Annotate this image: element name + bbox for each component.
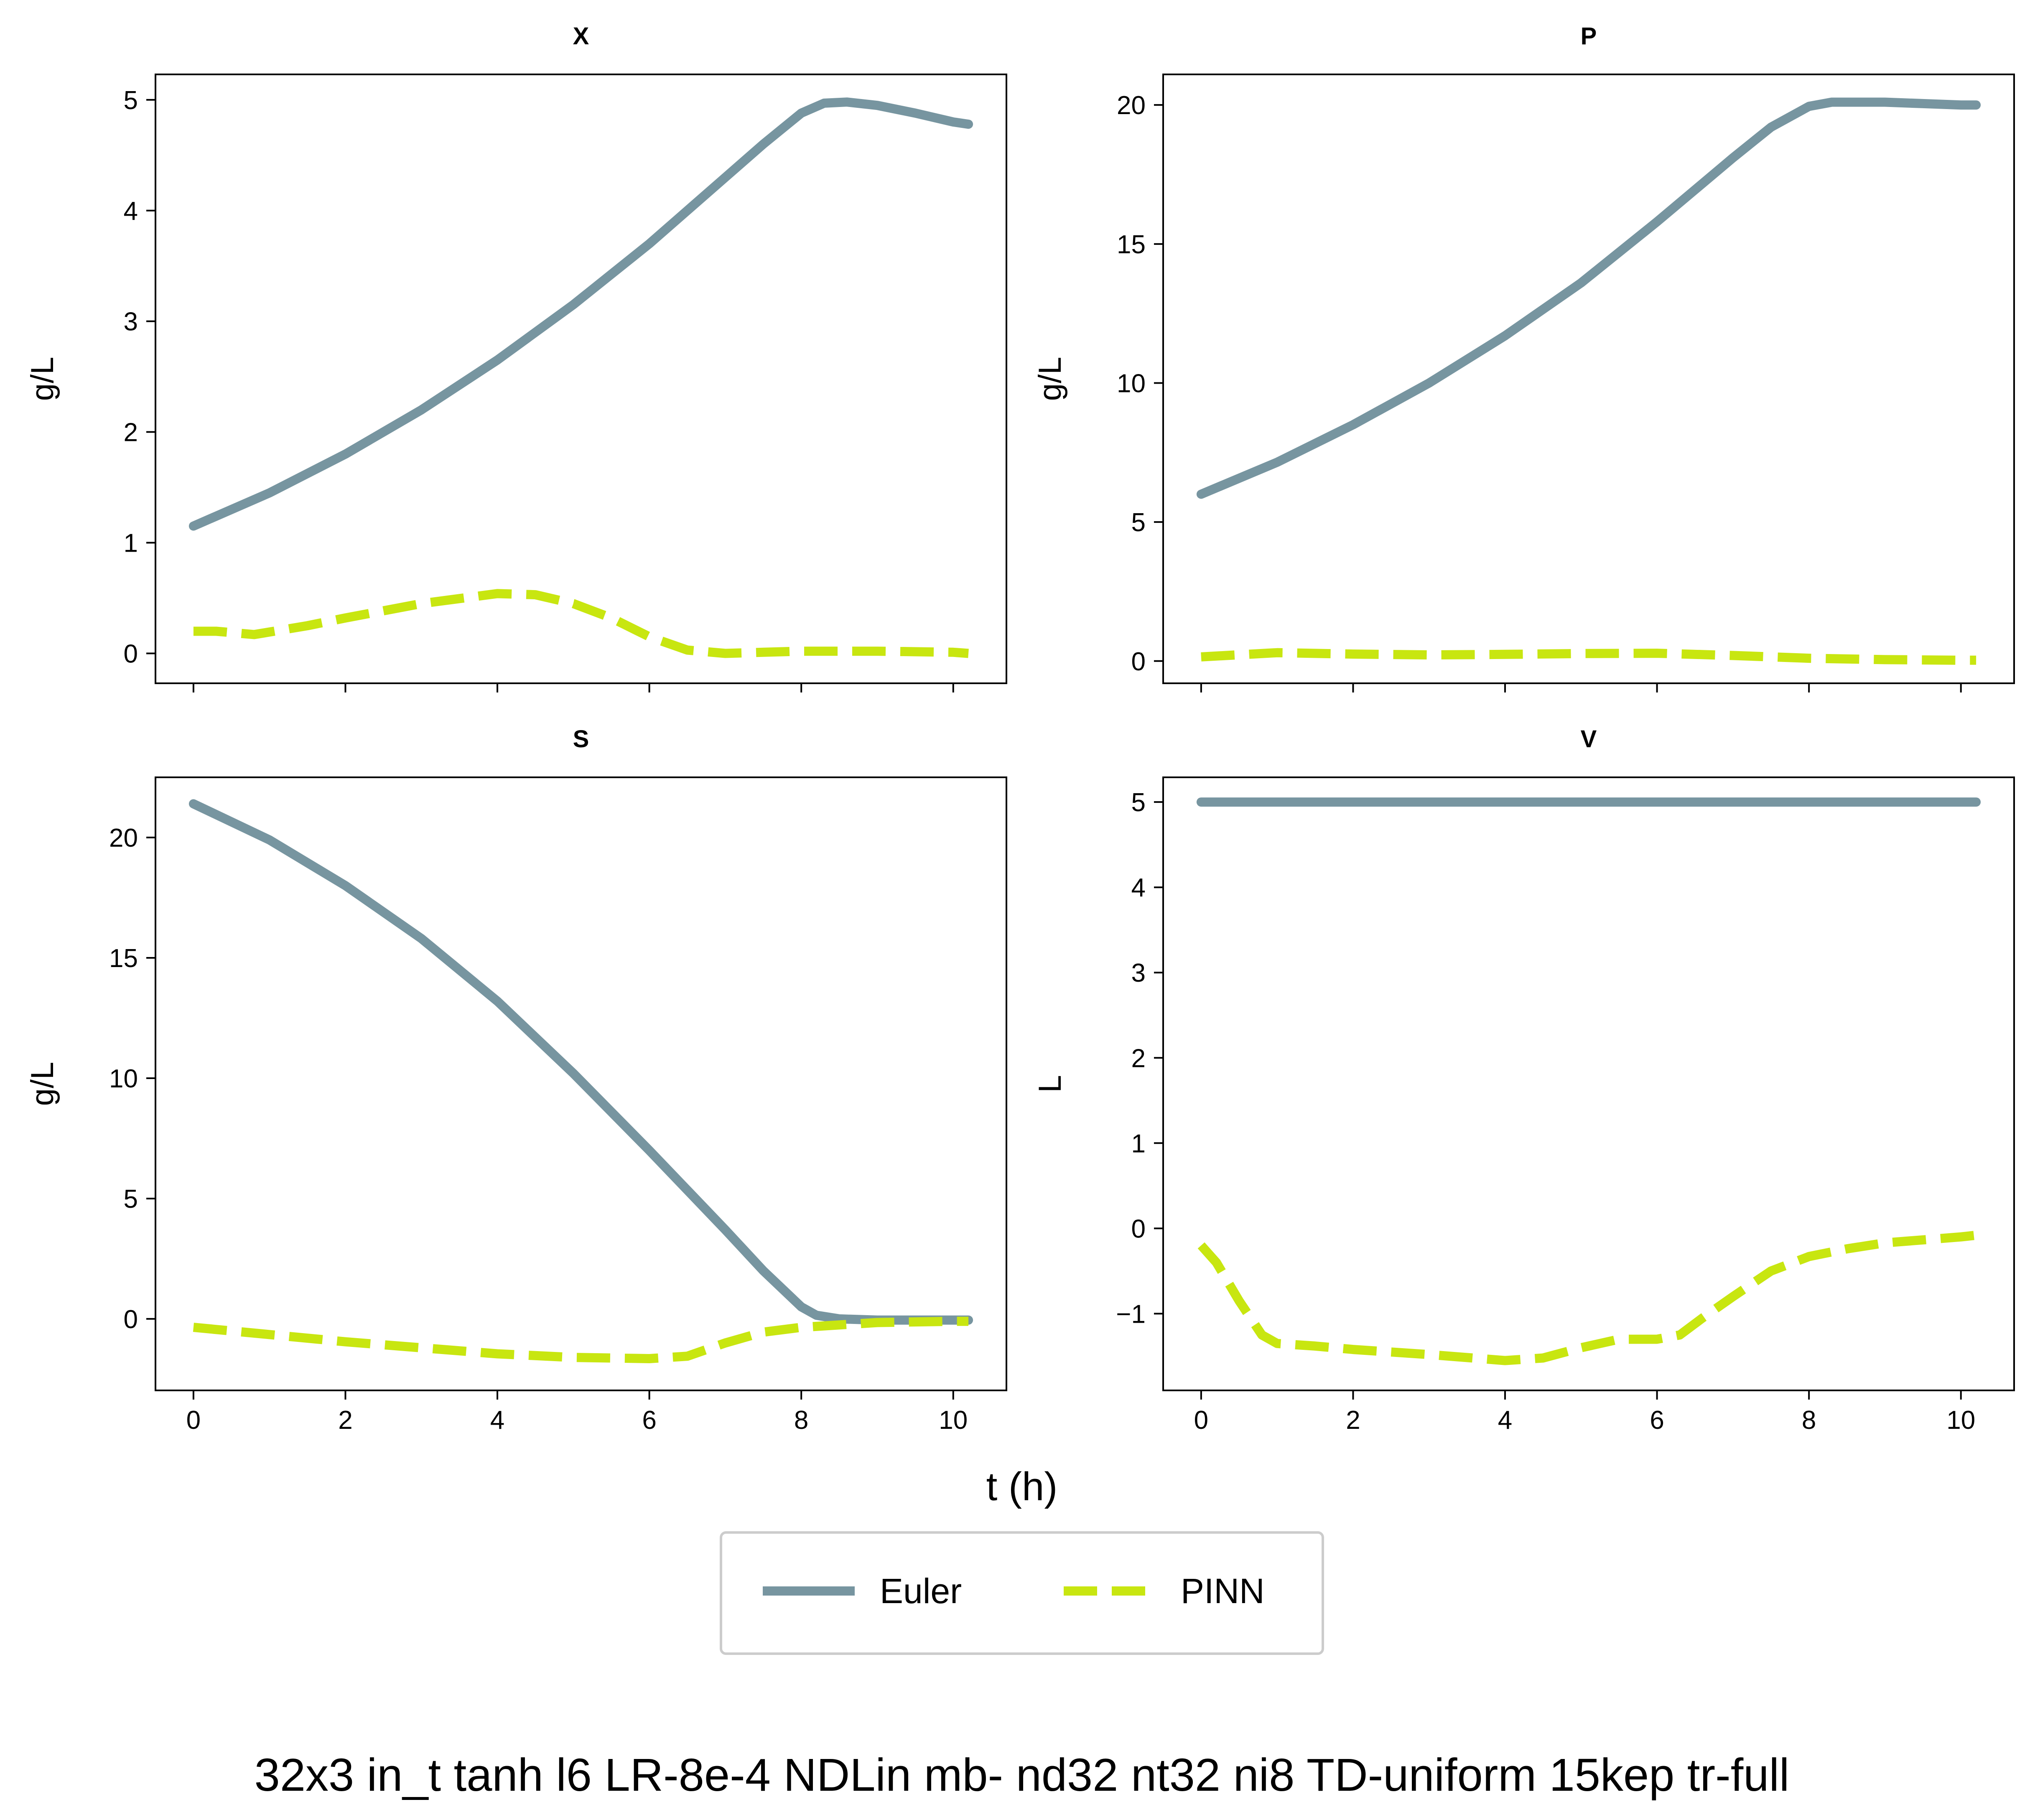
subplot-title-p: P (1581, 23, 1597, 50)
subplot-v: 0 2 4 6 8 10 −1 0 1 2 3 4 5 V L (1032, 725, 2015, 1435)
y-tick-label-p: 0 (1131, 647, 1146, 676)
legend-label-pinn: PINN (1181, 1571, 1265, 1611)
legend: Euler PINN (720, 1531, 1324, 1655)
figure-suptitle: 32x3 in_t tanh l6 LR-8e-4 NDLin mb- nd32… (255, 1749, 1790, 1801)
x-tick-label-s: 6 (642, 1406, 656, 1435)
y-tick-label-s: 20 (109, 824, 138, 853)
x-tick-label-v: 10 (1946, 1406, 1975, 1435)
y-tick-label-v: 1 (1131, 1129, 1146, 1158)
subplot-v-frame (1162, 776, 2015, 1391)
x-tick-label-v: 2 (1346, 1406, 1360, 1435)
y-tick-label-v: 3 (1131, 959, 1146, 988)
y-tick-label-x: 0 (124, 639, 138, 668)
y-tick-label-s: 0 (124, 1305, 138, 1334)
x-tick-label-s: 10 (939, 1406, 968, 1435)
y-tick-label-v: 0 (1131, 1214, 1146, 1243)
series-line-euler-s (188, 799, 973, 1325)
x-tick-label-s: 4 (490, 1406, 504, 1435)
x-tick-label-v: 8 (1802, 1406, 1816, 1435)
series-line-pinn-x (193, 589, 969, 658)
y-tick-label-p: 5 (1131, 508, 1146, 537)
y-tick-label-x: 2 (124, 418, 138, 447)
y-tick-label-x: 1 (124, 529, 138, 558)
series-line-pinn-v (1197, 1230, 1977, 1365)
x-tick-label-v: 6 (1650, 1406, 1664, 1435)
y-tick-label-p: 10 (1117, 369, 1146, 398)
y-axis-label-x: g/L (25, 357, 60, 401)
subplot-s: 0 2 4 6 8 10 0 5 10 15 20 Sg/L (25, 725, 1007, 1435)
y-tick-label-v: −1 (1116, 1300, 1146, 1329)
legend-label-euler: Euler (880, 1571, 962, 1611)
y-axis-label-v: L (1032, 1075, 1068, 1092)
series-line-pinn-s (193, 1316, 969, 1363)
subplot-x: 0 1 2 3 4 5 Xg/L (25, 23, 1007, 692)
y-tick-label-p: 15 (1117, 230, 1146, 259)
x-tick-label-s: 8 (794, 1406, 808, 1435)
y-tick-label-x: 3 (124, 308, 138, 336)
series-line-euler-x (188, 97, 973, 531)
x-tick-label-v: 0 (1194, 1406, 1208, 1435)
subplot-s-frame (155, 776, 1007, 1391)
subplot-x-frame (155, 74, 1007, 684)
series-line-euler-p (1196, 97, 1981, 499)
subplot-title-s: S (573, 725, 589, 753)
series-line-pinn-p (1201, 648, 1976, 665)
y-tick-label-v: 4 (1131, 873, 1146, 902)
y-tick-label-p: 20 (1117, 91, 1146, 120)
x-tick-label-s: 0 (186, 1406, 201, 1435)
y-tick-label-v: 2 (1131, 1044, 1146, 1073)
x-tick-label-s: 2 (338, 1406, 352, 1435)
shared-x-axis-label: t (h) (986, 1464, 1058, 1509)
subplot-p-frame (1162, 74, 2015, 684)
y-tick-label-s: 15 (109, 944, 138, 973)
x-tick-label-v: 4 (1498, 1406, 1512, 1435)
subplot-title-v: V (1581, 725, 1597, 753)
y-tick-label-s: 10 (109, 1064, 138, 1093)
y-tick-label-v: 5 (1131, 788, 1146, 817)
legend-frame (720, 1531, 1324, 1655)
y-tick-label-s: 5 (124, 1185, 138, 1214)
y-tick-label-x: 5 (124, 86, 138, 115)
y-tick-label-x: 4 (124, 197, 138, 226)
subplot-title-x: X (573, 23, 589, 50)
y-axis-label-s: g/L (25, 1062, 60, 1106)
subplot-p: 0 5 10 15 20 Pg/L (1032, 23, 2015, 692)
y-axis-label-p: g/L (1032, 357, 1068, 401)
